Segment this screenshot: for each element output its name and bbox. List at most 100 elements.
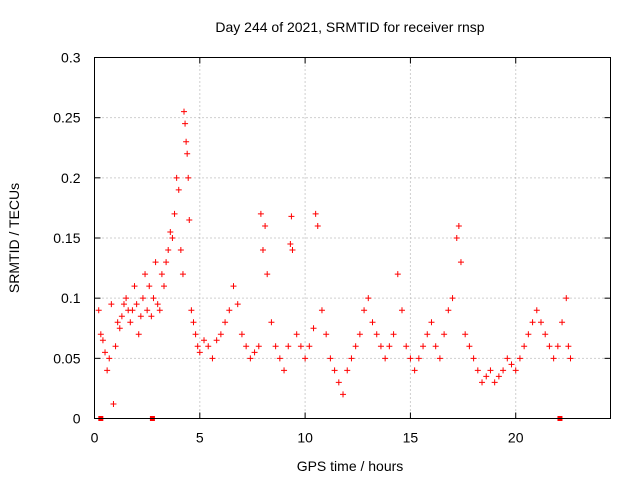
- data-point: [386, 343, 393, 350]
- data-point: [327, 355, 334, 362]
- data-point: [135, 331, 142, 338]
- data-point: [161, 283, 168, 290]
- data-point: [293, 331, 300, 338]
- data-point: [152, 259, 159, 266]
- data-point: [133, 301, 140, 308]
- data-point: [169, 235, 176, 241]
- data-point: [150, 295, 157, 302]
- data-point: [361, 307, 368, 314]
- data-point: [255, 343, 262, 350]
- data-point: [394, 271, 401, 278]
- ticks-layer: 0 0.05 0.1 0.15 0.2 0.25 0.3 0 5 10 15 20: [53, 50, 611, 446]
- chart-title: Day 244 of 2021, SRMTID for receiver rns…: [215, 19, 484, 35]
- data-point: [550, 355, 557, 362]
- data-point: [428, 319, 435, 326]
- data-point: [106, 355, 113, 362]
- data-point: [310, 325, 317, 332]
- data-point: [565, 343, 572, 350]
- data-point: [390, 331, 397, 338]
- data-point: [373, 331, 380, 338]
- data-point: [436, 355, 443, 362]
- data-point: [95, 307, 102, 314]
- data-point: [479, 379, 486, 386]
- data-point: [213, 337, 220, 344]
- data-point: [97, 331, 104, 338]
- data-point: [445, 307, 452, 314]
- data-point: [559, 319, 566, 326]
- data-point: [407, 355, 414, 362]
- data-point: [99, 337, 106, 344]
- data-point: [455, 222, 462, 229]
- data-point: [276, 355, 283, 362]
- data-point: [542, 331, 549, 338]
- data-point: [163, 259, 170, 266]
- data-point: [521, 343, 528, 350]
- data-point: [462, 331, 469, 338]
- data-point: [323, 331, 330, 338]
- data-point: [470, 355, 477, 362]
- data-point: [554, 343, 561, 350]
- data-point: [449, 295, 456, 302]
- data-point: [483, 373, 490, 380]
- data-point: [285, 343, 292, 350]
- data-point: [112, 343, 119, 350]
- data-point: [297, 343, 304, 350]
- y-tick-label: 0.15: [53, 230, 80, 246]
- data-point: [110, 401, 117, 408]
- y-tick-label: 0.25: [53, 110, 80, 126]
- data-point: [129, 307, 136, 314]
- data-point: [158, 271, 165, 278]
- data-point: [318, 307, 325, 314]
- y-tick-label: 0.2: [61, 170, 81, 186]
- data-point: [356, 331, 363, 338]
- data-point: [171, 210, 178, 217]
- data-point: [116, 325, 123, 332]
- data-point: [335, 379, 342, 386]
- data-point: [563, 295, 570, 302]
- data-point: [186, 216, 193, 223]
- data-point: [474, 367, 481, 374]
- data-point: [424, 331, 431, 338]
- x-axis-title: GPS time / hours: [297, 458, 404, 474]
- data-point: [348, 355, 355, 362]
- data-point: [234, 301, 241, 308]
- data-point: [118, 313, 125, 320]
- data-point: [196, 349, 203, 356]
- data-point: [148, 313, 155, 320]
- data-point: [288, 213, 295, 220]
- data-point: [192, 331, 199, 338]
- data-point: [264, 271, 271, 278]
- data-point: [190, 319, 197, 326]
- y-axis-title: SRMTID / TECUs: [6, 183, 22, 293]
- data-point: [165, 247, 172, 254]
- y-tick-label: 0.05: [53, 350, 80, 366]
- data-point: [137, 313, 144, 320]
- y-tick-label: 0: [73, 411, 81, 427]
- data-point: [453, 235, 460, 241]
- data-point: [403, 343, 410, 350]
- data-point: [167, 228, 174, 235]
- data-point: [302, 355, 309, 362]
- data-point: [257, 210, 264, 217]
- data-point: [251, 349, 258, 356]
- data-point: [369, 319, 376, 326]
- data-point: [120, 301, 127, 308]
- data-point: [182, 120, 189, 127]
- data-point: [104, 367, 111, 374]
- data-point: [230, 283, 237, 290]
- data-point: [209, 355, 216, 362]
- data-point: [108, 301, 115, 308]
- data-point: [491, 379, 498, 386]
- data-point: [411, 367, 418, 374]
- data-point: [420, 343, 427, 350]
- data-point: [314, 222, 321, 229]
- data-point: [188, 307, 195, 314]
- data-point: [567, 355, 574, 362]
- data-point: [183, 138, 190, 145]
- data-point: [217, 331, 224, 338]
- data-point: [512, 367, 519, 374]
- data-point: [382, 355, 389, 362]
- data-point: [533, 307, 540, 314]
- data-point: [344, 367, 351, 374]
- data-point: [222, 319, 229, 326]
